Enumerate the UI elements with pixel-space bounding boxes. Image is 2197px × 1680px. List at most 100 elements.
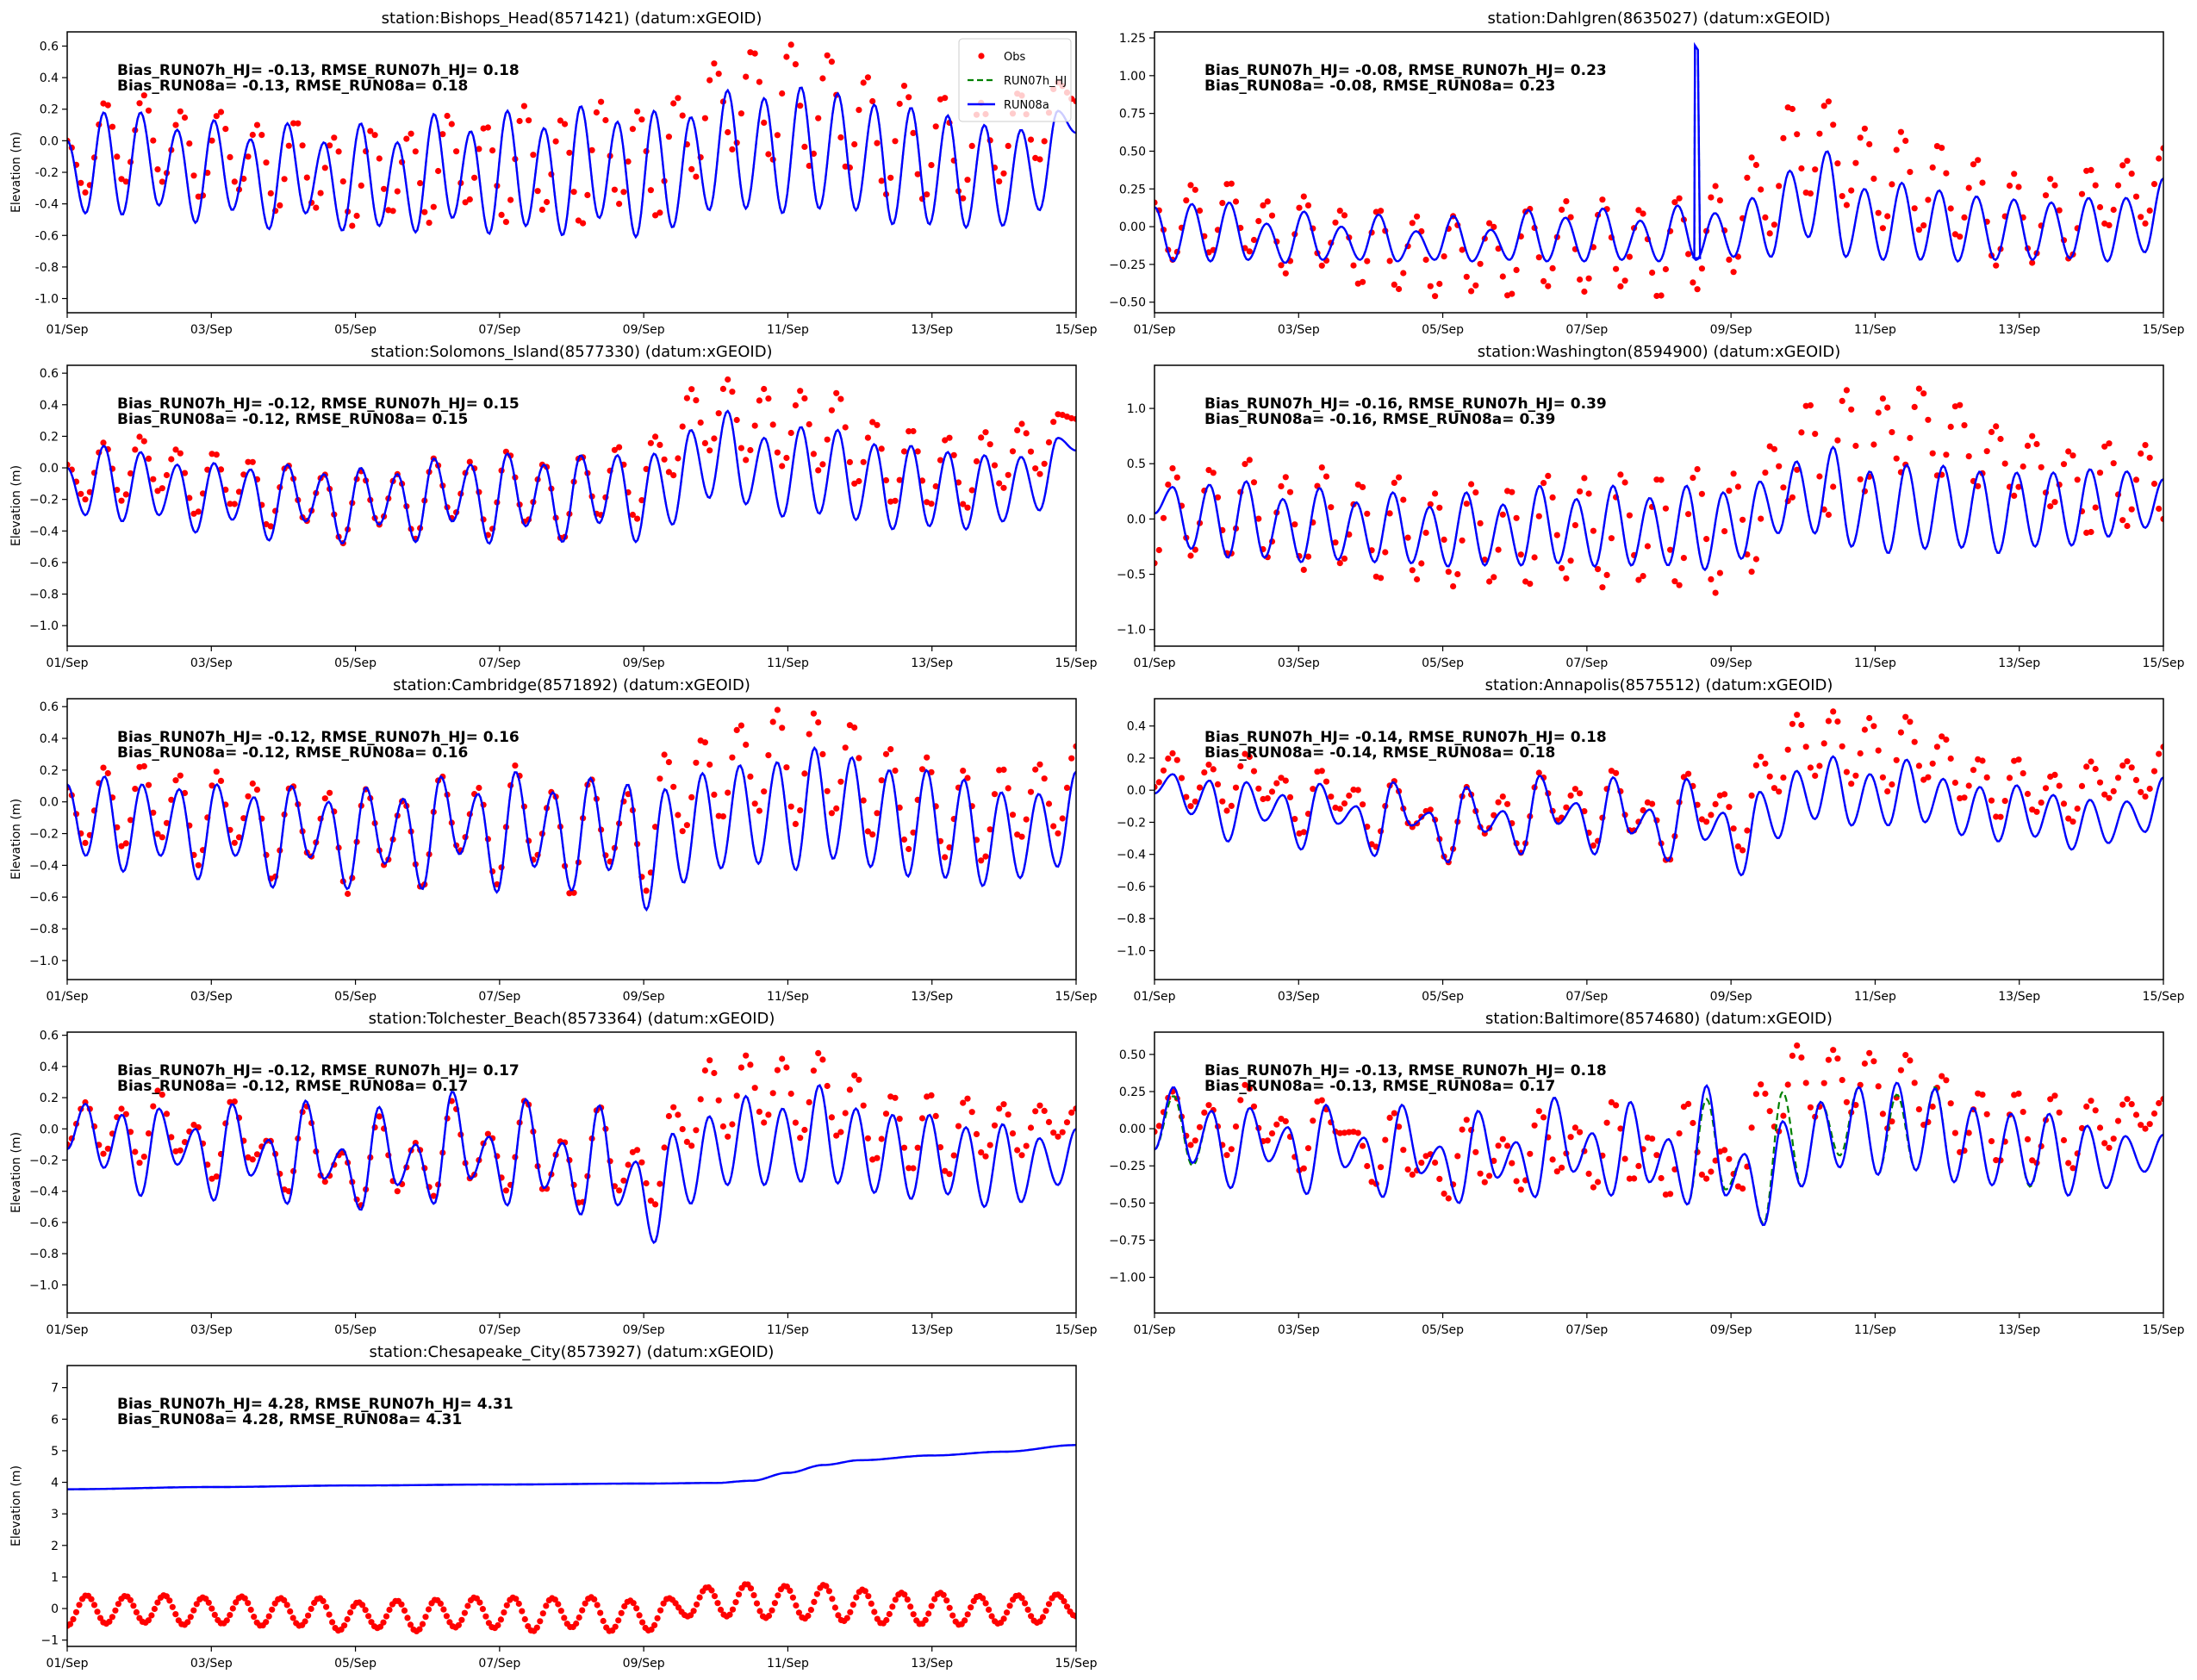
y-tick-label: 0.2 [40,1092,59,1105]
obs-point [1915,762,1922,769]
obs-point [190,172,197,179]
obs-point [856,1076,862,1083]
obs-point [1893,455,1900,462]
obs-point [1997,435,2004,443]
obs-point [846,1086,854,1093]
obs-point [520,103,528,109]
obs-point [566,149,573,156]
obs-point [824,1082,831,1090]
obs-point [145,1130,152,1137]
obs-point [654,1615,661,1621]
obs-point [765,1612,773,1620]
obs-point [815,115,822,121]
obs-point [1848,406,1855,413]
obs-point [394,1188,401,1195]
obs-point [1929,1103,1936,1111]
x-tick-label: 05/Sep [1422,990,1464,1004]
obs-point [783,454,790,462]
obs-point [2150,1110,2158,1117]
obs-point [1545,472,1552,480]
obs-point [1988,428,1995,435]
stats-annotation-run08a: Bias_RUN08a= -0.14, RMSE_RUN08a= 0.18 [1204,744,1555,762]
obs-point [833,805,840,812]
obs-point [701,1067,709,1074]
y-tick-label: 0.6 [40,40,59,53]
obs-point [421,208,428,215]
x-tick-label: 01/Sep [1134,1323,1176,1337]
obs-point [455,1621,463,1628]
obs-point [1364,1162,1371,1170]
x-tick-label: 11/Sep [1854,1323,1896,1337]
obs-point [2142,1125,2149,1132]
obs-point [1336,560,1343,567]
obs-point [249,780,256,787]
x-tick-label: 13/Sep [1998,323,2040,337]
obs-point [1929,450,1936,457]
obs-point [1328,793,1335,800]
obs-point [1933,744,1940,750]
obs-point [1409,567,1416,574]
obs-point [1400,1147,1407,1154]
x-tick-label: 15/Sep [2143,323,2185,337]
obs-point [630,1600,637,1607]
obs-point [453,148,460,155]
x-tick-label: 11/Sep [767,323,809,337]
obs-point [1744,174,1751,181]
obs-point [806,1098,812,1105]
obs-point [765,1111,772,1118]
obs-point [484,124,492,131]
obs-point [729,146,736,152]
x-tick-label: 09/Sep [623,1323,665,1337]
obs-point [2056,207,2063,214]
obs-point [1676,195,1683,202]
obs-point [1943,170,1950,177]
subplot-4: station:Washington(8594900) (datum:xGEOI… [1117,343,2185,670]
obs-point [1300,1165,1307,1172]
obs-point [837,1129,844,1136]
obs-point [439,773,446,781]
obs-point [1708,1168,1715,1175]
obs-point [847,1608,854,1615]
obs-point [133,1608,140,1615]
obs-point [706,1057,713,1064]
obs-point [823,1583,830,1590]
obs-point [2033,808,2040,815]
obs-point [1798,1054,1805,1061]
obs-point [991,462,999,469]
obs-point [1794,1042,1801,1049]
obs-point [864,828,872,835]
obs-point [792,61,800,68]
x-tick-label: 15/Sep [1055,1657,1098,1671]
x-tick-label: 01/Sep [1134,323,1176,337]
obs-point [1957,795,1964,802]
obs-point [1825,1056,1832,1063]
obs-point [1242,461,1248,468]
obs-point [247,1606,254,1614]
obs-point [263,1619,270,1626]
obs-point [122,491,129,498]
obs-point [1304,202,1312,208]
obs-point [1807,1104,1814,1111]
obs-point [1396,474,1403,481]
obs-point [1000,170,1007,177]
obs-point [1386,510,1393,517]
obs-point [647,1198,655,1204]
obs-point [1273,1121,1280,1128]
obs-point [1517,551,1524,558]
obs-point [693,1127,700,1134]
y-tick-label: −0.6 [1117,880,1146,894]
obs-point [828,810,836,817]
obs-point [620,1177,627,1184]
obs-point [690,1608,697,1615]
obs-point [2024,442,2032,450]
obs-point [1005,471,1011,478]
obs-point [629,126,637,133]
obs-point [1653,1152,1660,1159]
obs-point [1201,1109,1208,1116]
x-tick-label: 07/Sep [1565,323,1608,337]
obs-point [1513,514,1520,521]
obs-point [100,439,107,446]
obs-point [584,191,591,198]
obs-point [657,1607,664,1614]
obs-point [1626,512,1633,519]
